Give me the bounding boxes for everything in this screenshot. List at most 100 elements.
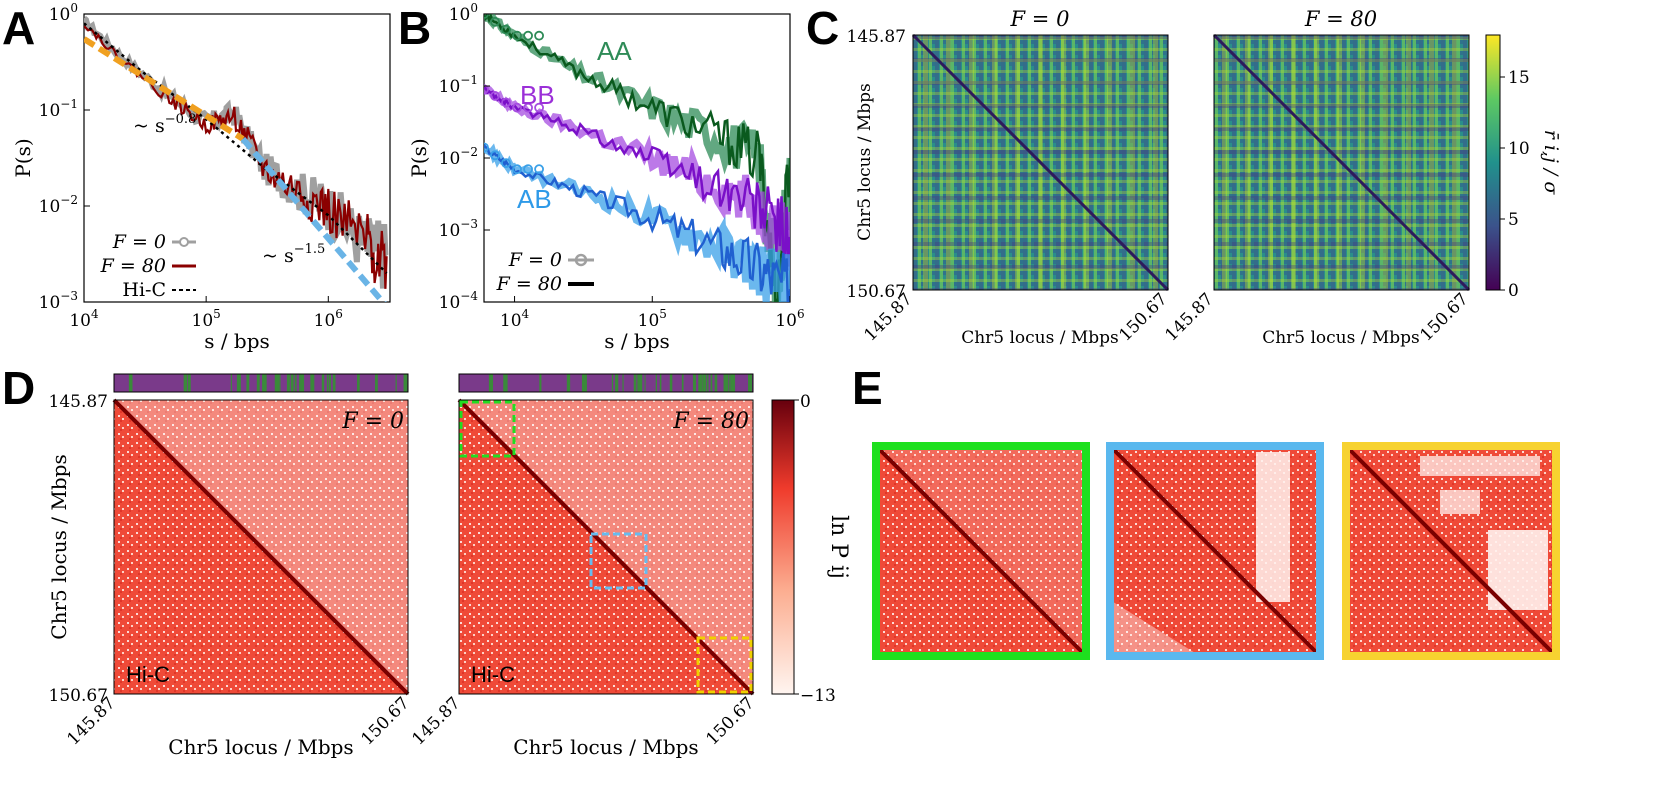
b-marker-bb-0: [484, 84, 489, 95]
d-colorbar-label-13: −13: [800, 686, 836, 706]
d-bar1-seg-13: [299, 374, 301, 392]
d-bar1-seg-21: [375, 374, 378, 392]
panel-a-annot-15-base: ~ s: [262, 245, 294, 267]
d-heatmap-f0: [112, 398, 410, 696]
panel-b-xlabel: s / bps: [604, 329, 670, 353]
e-zoom-yellow-gap-2: [1420, 456, 1540, 476]
panel-a: 104 105 106 100 10−1 10−2 10−3 P(s) s / bps ~ …: [11, 1, 391, 353]
d-bar2-seg-10: [644, 374, 646, 392]
d-bar1-seg-22: [395, 374, 397, 392]
d-bar2-seg-17: [702, 374, 707, 392]
b-marker-bb-5: [534, 102, 544, 113]
b-marker-ab-4: [523, 164, 533, 175]
d-compartment-bar-f0-base: [114, 374, 408, 392]
d-bar1-seg-6: [256, 374, 260, 392]
d-bar2-seg-13: [669, 374, 673, 392]
b-marker-ab-5: [534, 164, 544, 175]
a-series-hi-c: [84, 22, 388, 274]
d-bar1-seg-10: [286, 374, 290, 392]
legend-a-f0-marker: [179, 237, 189, 247]
a-xtick-label-2: 106: [314, 307, 343, 331]
d-bar2-seg-18: [707, 374, 709, 392]
legend-a-hic: Hi-C: [122, 279, 166, 301]
legend-b-f0: F = 0: [508, 249, 562, 271]
d-label-f0: F = 0: [341, 409, 404, 434]
d-highlight-blue: [589, 532, 648, 590]
panel-a-annot-15: ~ s−1.5: [262, 242, 325, 267]
b-ytick-label-0: 100: [449, 1, 478, 25]
panel-a-xlabel: s / bps: [204, 329, 270, 353]
c-heatmap-f0-diagonal: [911, 33, 1170, 292]
d-bar1-seg-7: [262, 374, 267, 392]
d-bar1-seg-4: [236, 374, 241, 392]
b-series-bb-f80: [484, 86, 790, 267]
d-bar2-seg-1: [503, 374, 508, 392]
a-series--s-1-5-guide: [240, 136, 387, 302]
series-label-bb: BB: [520, 80, 555, 110]
d-bar2-seg-5: [611, 374, 614, 392]
d-highlight-green: [459, 400, 516, 458]
panel-label-d: D: [2, 362, 35, 414]
d-heatmap-f80: [457, 398, 755, 696]
d-bar1-seg-0: [128, 374, 133, 392]
b-xtick-label-0: 104: [500, 307, 530, 331]
d-compartment-bar-f0-segments: [128, 374, 408, 392]
c-xlabel-1: Chr5 locus / Mbps: [961, 328, 1119, 348]
legend-a-f80: F = 80: [100, 255, 166, 277]
d-label-hic-2: Hi-C: [471, 662, 515, 687]
b-ytick-label-1: 10−1: [439, 73, 478, 97]
e-zoom-yellow-frame: [1342, 442, 1560, 660]
d-bar2-seg-7: [622, 374, 624, 392]
d-bar2-seg-9: [637, 374, 643, 392]
d-bar2-seg-20: [714, 374, 718, 392]
d-bar2-seg-11: [655, 374, 658, 392]
d-label-f80: F = 80: [672, 409, 749, 434]
d-bar1-seg-15: [310, 374, 315, 392]
b-xtick-label-2: 106: [775, 307, 804, 331]
d-bar1-seg-17: [326, 374, 329, 392]
panel-a-annot-15-exp: −1.5: [294, 242, 326, 257]
panel-label-a: A: [2, 2, 35, 54]
d-colorbar: 0 −13 ln P ij: [771, 392, 851, 706]
d-bar2-seg-2: [539, 374, 542, 392]
panel-a-annot-08-exp: −0.8: [165, 112, 197, 127]
d-compartment-bar-f0-frame: [113, 373, 409, 393]
legend-a-f0: F = 0: [112, 231, 166, 253]
a-ytick-label-3: 10−3: [39, 289, 78, 313]
b-marker-ab-0: [484, 142, 489, 153]
d-compartment-bar-f80: [458, 373, 754, 393]
d-ylabel: Chr5 locus / Mbps: [47, 454, 71, 639]
d-xtick-lo-2: 145.87: [408, 693, 464, 749]
c-xtick-hi-1: 150.67: [1115, 289, 1171, 345]
e-zoom-green-diagonal: [878, 448, 1084, 654]
c-title-f0: F = 0: [1010, 7, 1070, 31]
panel-label-e: E: [852, 362, 883, 414]
c-heatmap-f0: [911, 33, 1170, 292]
b-marker-bb-4: [523, 102, 533, 113]
d-bar1-seg-5: [246, 374, 250, 392]
d-bar1-seg-23: [403, 374, 408, 392]
b-marker-aa-4: [523, 30, 533, 41]
d-heatmap-f0-frame: [113, 399, 409, 695]
panel-a-annot-08: ~ s−0.8: [133, 112, 196, 137]
d-colorbar-bar: [771, 399, 795, 695]
panel-b-series: [484, 14, 790, 302]
d-bar2-seg-3: [566, 374, 571, 392]
e-zoom-yellow-diagonal: [1348, 448, 1554, 654]
series-label-aa: AA: [597, 36, 632, 66]
c-colorbar-label-5: 5: [1508, 210, 1519, 230]
d-heatmap-f0-diagonal: [112, 398, 410, 696]
d-bar2-seg-8: [633, 374, 637, 392]
c-heatmap-f80: [1212, 33, 1471, 292]
d-ytick-lo: 145.87: [49, 392, 108, 412]
panel-b-legend: F = 0 F = 80: [496, 249, 594, 295]
d-bar2-seg-22: [728, 374, 730, 392]
d-label-hic-1: Hi-C: [126, 662, 170, 687]
d-highlight-yellow: [696, 636, 753, 694]
c-xlabel-2: Chr5 locus / Mbps: [1262, 328, 1420, 348]
c-ytick-hi: 150.67: [847, 282, 906, 302]
d-compartment-bar-f80-base: [459, 374, 753, 392]
b-marker-bb-3: [512, 102, 522, 113]
b-ytick-label-4: 10−4: [439, 289, 479, 313]
